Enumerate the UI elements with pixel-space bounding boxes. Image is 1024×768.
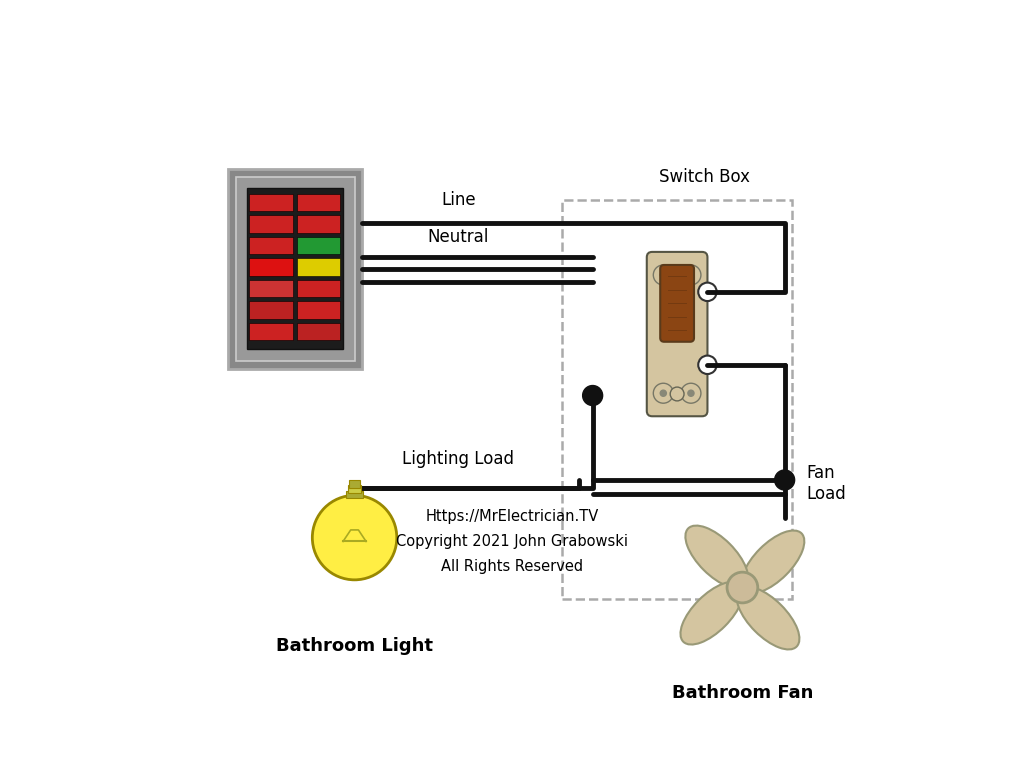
Text: Https://MrElectrician.TV
Copyright 2021 John Grabowski
All Rights Reserved: Https://MrElectrician.TV Copyright 2021 … — [396, 509, 628, 574]
Circle shape — [681, 383, 700, 403]
Text: Line: Line — [441, 191, 475, 209]
Ellipse shape — [741, 531, 804, 593]
Text: Bathroom Light: Bathroom Light — [276, 637, 433, 655]
FancyBboxPatch shape — [250, 215, 293, 233]
Circle shape — [698, 356, 717, 374]
FancyBboxPatch shape — [247, 188, 343, 349]
Circle shape — [688, 390, 694, 396]
Circle shape — [670, 387, 684, 401]
FancyBboxPatch shape — [250, 323, 293, 340]
Text: Fan
Load: Fan Load — [806, 465, 846, 503]
Ellipse shape — [681, 582, 743, 644]
FancyBboxPatch shape — [297, 280, 340, 297]
Circle shape — [660, 390, 667, 396]
Ellipse shape — [685, 525, 749, 588]
FancyBboxPatch shape — [346, 491, 362, 498]
Circle shape — [653, 383, 674, 403]
Text: Bathroom Fan: Bathroom Fan — [672, 684, 813, 701]
Circle shape — [653, 265, 674, 285]
FancyBboxPatch shape — [297, 237, 340, 254]
Circle shape — [583, 386, 602, 406]
FancyBboxPatch shape — [297, 323, 340, 340]
Circle shape — [681, 265, 700, 285]
FancyBboxPatch shape — [647, 252, 708, 416]
Circle shape — [774, 470, 795, 490]
FancyBboxPatch shape — [347, 485, 361, 493]
Circle shape — [727, 572, 758, 603]
FancyBboxPatch shape — [660, 265, 694, 342]
FancyBboxPatch shape — [349, 480, 360, 488]
Text: Lighting Load: Lighting Load — [402, 451, 514, 468]
FancyBboxPatch shape — [297, 194, 340, 211]
Circle shape — [312, 495, 397, 580]
FancyBboxPatch shape — [297, 258, 340, 276]
FancyBboxPatch shape — [250, 258, 293, 276]
FancyBboxPatch shape — [297, 215, 340, 233]
FancyBboxPatch shape — [250, 194, 293, 211]
FancyBboxPatch shape — [236, 177, 354, 361]
Circle shape — [660, 272, 667, 278]
FancyBboxPatch shape — [250, 237, 293, 254]
Circle shape — [698, 283, 717, 301]
Text: Switch Box: Switch Box — [659, 168, 751, 186]
FancyBboxPatch shape — [250, 280, 293, 297]
FancyBboxPatch shape — [227, 169, 362, 369]
FancyBboxPatch shape — [297, 301, 340, 319]
FancyBboxPatch shape — [250, 301, 293, 319]
Circle shape — [688, 272, 694, 278]
Ellipse shape — [736, 587, 800, 650]
Text: Neutral: Neutral — [428, 228, 488, 246]
